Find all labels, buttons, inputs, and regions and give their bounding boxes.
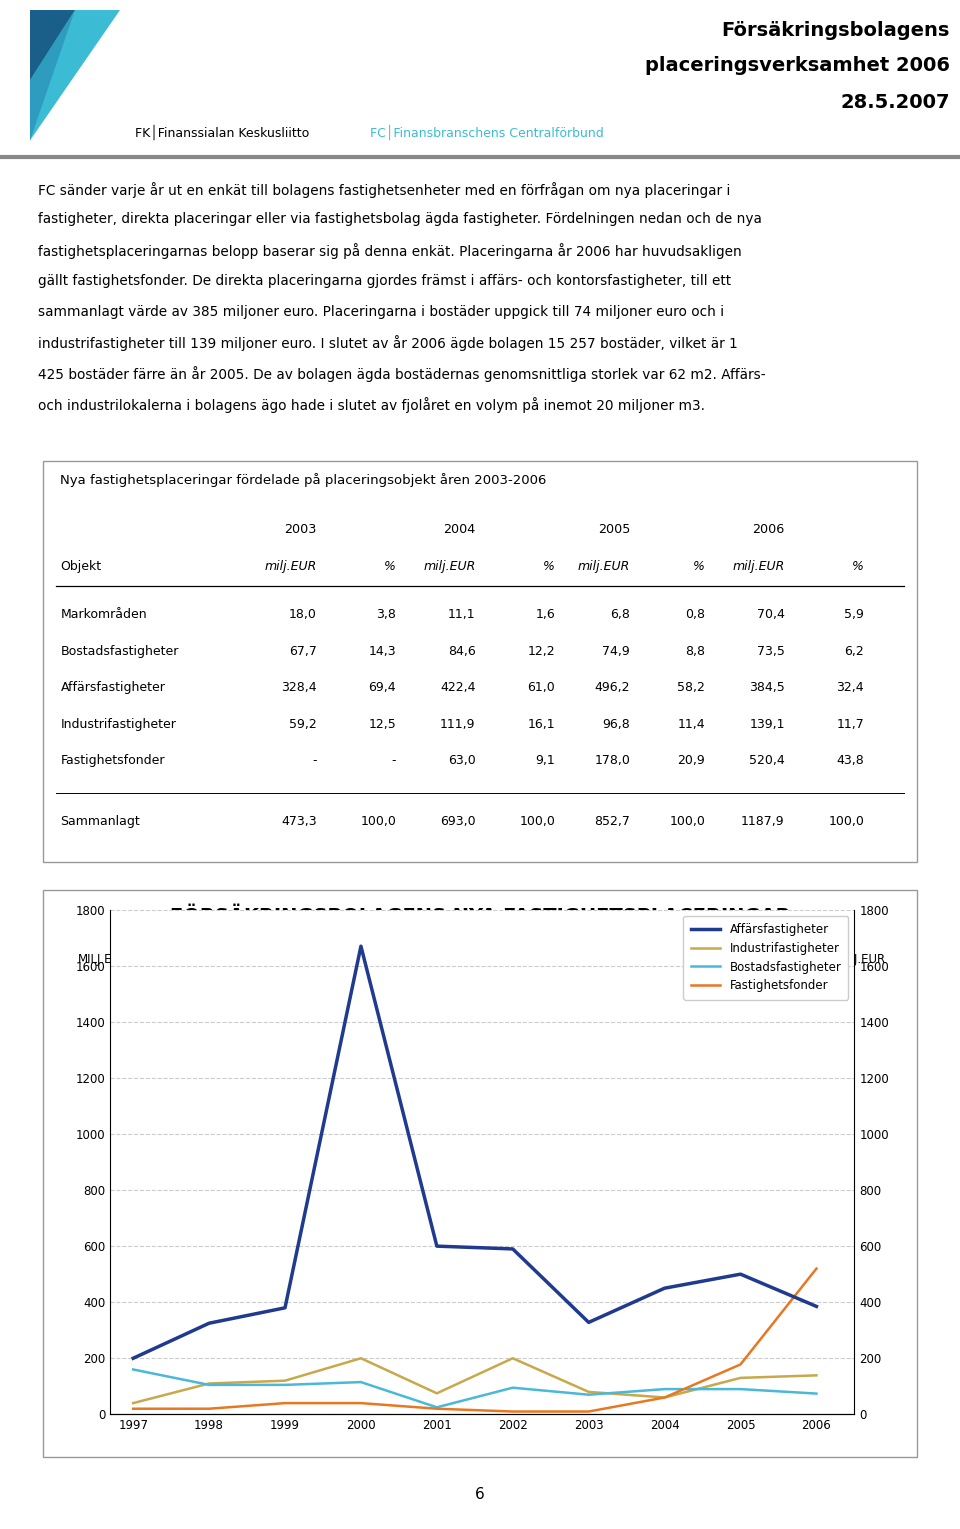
Text: milj.EUR: milj.EUR xyxy=(423,560,475,572)
Text: 6,8: 6,8 xyxy=(611,609,630,621)
Text: Industrifastigheter: Industrifastigheter xyxy=(60,717,177,731)
Text: 2004: 2004 xyxy=(444,523,475,537)
Text: placeringsverksamhet 2006: placeringsverksamhet 2006 xyxy=(645,55,950,75)
Text: Objekt: Objekt xyxy=(60,560,102,572)
Text: sammanlagt värde av 385 miljoner euro. Placeringarna i bostäder uppgick till 74 : sammanlagt värde av 385 miljoner euro. P… xyxy=(38,304,725,318)
Text: 328,4: 328,4 xyxy=(281,680,317,694)
Text: 2003: 2003 xyxy=(284,523,317,537)
Text: 43,8: 43,8 xyxy=(836,754,864,768)
Text: 100,0: 100,0 xyxy=(360,815,396,827)
Text: -: - xyxy=(312,754,317,768)
Text: -: - xyxy=(392,754,396,768)
Text: 20,9: 20,9 xyxy=(678,754,706,768)
Text: Försäkringsbolagens: Försäkringsbolagens xyxy=(722,20,950,40)
Text: 28.5.2007: 28.5.2007 xyxy=(841,93,950,112)
Text: 63,0: 63,0 xyxy=(447,754,475,768)
Text: 6: 6 xyxy=(475,1488,485,1501)
Text: Bostadsfastigheter: Bostadsfastigheter xyxy=(60,645,179,657)
Text: 6,2: 6,2 xyxy=(845,645,864,657)
Text: industrifastigheter till 139 miljoner euro. I slutet av år 2006 ägde bolagen 15 : industrifastigheter till 139 miljoner eu… xyxy=(38,335,738,352)
Text: 11,1: 11,1 xyxy=(448,609,475,621)
FancyBboxPatch shape xyxy=(43,460,917,862)
Text: och industrilokalerna i bolagens ägo hade i slutet av fjolåret en volym på inemo: och industrilokalerna i bolagens ägo had… xyxy=(38,398,706,413)
Text: 61,0: 61,0 xyxy=(527,680,555,694)
Text: 100,0: 100,0 xyxy=(519,815,555,827)
Text: 425 bostäder färre än år 2005. De av bolagen ägda bostädernas genomsnittliga sto: 425 bostäder färre än år 2005. De av bol… xyxy=(38,365,766,382)
Text: 693,0: 693,0 xyxy=(440,815,475,827)
Text: 3,8: 3,8 xyxy=(376,609,396,621)
Text: MILJ.EUR: MILJ.EUR xyxy=(78,953,130,966)
Text: %: % xyxy=(693,560,706,572)
Text: MILJ.EUR: MILJ.EUR xyxy=(835,953,886,966)
Text: 496,2: 496,2 xyxy=(594,680,630,694)
Text: milj.EUR: milj.EUR xyxy=(732,560,784,572)
Text: 14,3: 14,3 xyxy=(369,645,396,657)
Text: Fastighetsfonder: Fastighetsfonder xyxy=(60,754,165,768)
Text: 5,9: 5,9 xyxy=(844,609,864,621)
Text: 9,1: 9,1 xyxy=(536,754,555,768)
Text: FK│Finanssialan Keskusliitto: FK│Finanssialan Keskusliitto xyxy=(135,125,313,141)
Legend: Affärsfastigheter, Industrifastigheter, Bostadsfastigheter, Fastighetsfonder: Affärsfastigheter, Industrifastigheter, … xyxy=(684,916,849,1000)
Text: 11,4: 11,4 xyxy=(678,717,706,731)
Text: 2006: 2006 xyxy=(753,523,784,537)
Text: 139,1: 139,1 xyxy=(749,717,784,731)
Text: fastigheter, direkta placeringar eller via fastighetsbolag ägda fastigheter. För: fastigheter, direkta placeringar eller v… xyxy=(38,213,762,226)
Text: 59,2: 59,2 xyxy=(289,717,317,731)
Text: 11,7: 11,7 xyxy=(836,717,864,731)
Text: 67,7: 67,7 xyxy=(289,645,317,657)
Text: 74,9: 74,9 xyxy=(602,645,630,657)
Text: 12,5: 12,5 xyxy=(369,717,396,731)
Text: 12,2: 12,2 xyxy=(527,645,555,657)
Text: Markområden: Markområden xyxy=(60,609,147,621)
Text: 69,4: 69,4 xyxy=(369,680,396,694)
Text: 100,0: 100,0 xyxy=(828,815,864,827)
Text: 1,6: 1,6 xyxy=(536,609,555,621)
Text: Affärsfastigheter: Affärsfastigheter xyxy=(60,680,165,694)
FancyBboxPatch shape xyxy=(43,890,917,1457)
Text: 84,6: 84,6 xyxy=(447,645,475,657)
Text: 73,5: 73,5 xyxy=(756,645,784,657)
Text: 384,5: 384,5 xyxy=(749,680,784,694)
Text: Sammanlagt: Sammanlagt xyxy=(60,815,140,827)
Polygon shape xyxy=(30,11,120,141)
Text: 96,8: 96,8 xyxy=(602,717,630,731)
Text: 32,4: 32,4 xyxy=(836,680,864,694)
Text: 422,4: 422,4 xyxy=(440,680,475,694)
Text: FC│Finansbranschens Centralförbund: FC│Finansbranschens Centralförbund xyxy=(370,125,604,141)
Text: 70,4: 70,4 xyxy=(756,609,784,621)
Text: 100,0: 100,0 xyxy=(669,815,706,827)
Polygon shape xyxy=(30,11,75,141)
Text: 1187,9: 1187,9 xyxy=(741,815,784,827)
Text: 58,2: 58,2 xyxy=(678,680,706,694)
Text: gällt fastighetsfonder. De direkta placeringarna gjordes främst i affärs- och ko: gällt fastighetsfonder. De direkta place… xyxy=(38,274,732,287)
Text: 852,7: 852,7 xyxy=(594,815,630,827)
Text: fastighetsplaceringarnas belopp baserar sig på denna enkät. Placeringarna år 200: fastighetsplaceringarnas belopp baserar … xyxy=(38,243,742,258)
Text: 18,0: 18,0 xyxy=(289,609,317,621)
Polygon shape xyxy=(30,11,75,80)
Text: 473,3: 473,3 xyxy=(281,815,317,827)
Text: FC sänder varje år ut en enkät till bolagens fastighetsenheter med en förfrågan : FC sänder varje år ut en enkät till bola… xyxy=(38,182,731,197)
Text: 0,8: 0,8 xyxy=(685,609,706,621)
Text: 16,1: 16,1 xyxy=(527,717,555,731)
Text: %: % xyxy=(543,560,555,572)
Text: FÖRSÄKRINGSBOLAGENS NYA FASTIGHETSPLACERINGAR: FÖRSÄKRINGSBOLAGENS NYA FASTIGHETSPLACER… xyxy=(170,907,790,927)
Text: milj.EUR: milj.EUR xyxy=(578,560,630,572)
Text: milj.EUR: milj.EUR xyxy=(264,560,317,572)
Text: 2005: 2005 xyxy=(598,523,630,537)
Text: 520,4: 520,4 xyxy=(749,754,784,768)
Text: %: % xyxy=(852,560,864,572)
Text: 8,8: 8,8 xyxy=(685,645,706,657)
Text: Nya fastighetsplaceringar fördelade på placeringsobjekt åren 2003-2006: Nya fastighetsplaceringar fördelade på p… xyxy=(60,472,547,486)
Text: 111,9: 111,9 xyxy=(440,717,475,731)
Text: %: % xyxy=(384,560,396,572)
Text: 178,0: 178,0 xyxy=(594,754,630,768)
